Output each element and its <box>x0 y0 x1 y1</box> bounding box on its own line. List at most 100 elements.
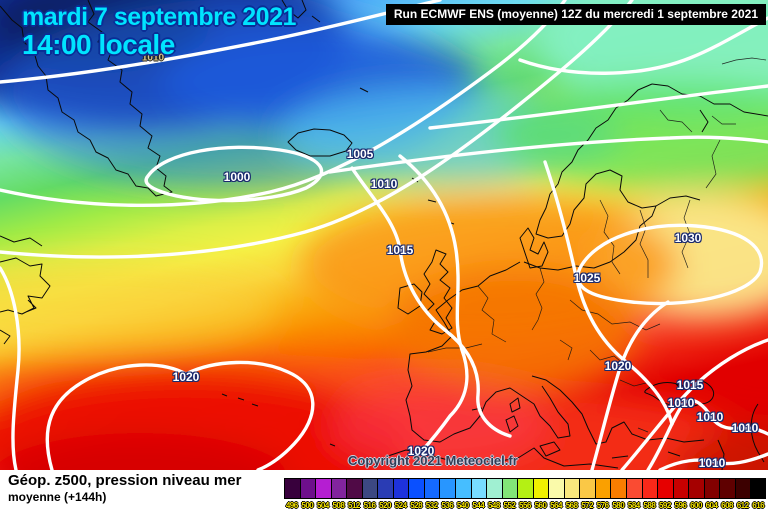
scale-step: 616 <box>750 478 766 510</box>
isobar-1000-loop <box>144 145 324 203</box>
isobar-label: 1010 <box>141 52 165 64</box>
isobar-west-edge <box>0 266 21 470</box>
scale-value: 528 <box>410 501 423 510</box>
valid-time: 14:00 locale <box>22 29 175 60</box>
scale-swatch <box>330 478 347 499</box>
scale-swatch <box>703 478 720 499</box>
model-run-info: Run ECMWF ENS (moyenne) 12Z du mercredi … <box>385 4 766 25</box>
scale-swatch <box>486 478 502 499</box>
isobar-1015-west-europe <box>350 166 512 438</box>
scale-swatch <box>423 478 440 499</box>
scale-value: 592 <box>658 501 671 510</box>
map-subtitle: moyenne (+144h) <box>8 490 107 504</box>
scale-value: 552 <box>503 501 516 510</box>
scale-step: 564 <box>548 478 564 510</box>
scale-swatch <box>594 478 611 499</box>
scale-step: 580 <box>610 478 627 510</box>
scale-step: 540 <box>455 478 471 510</box>
scale-step: 516 <box>361 478 378 510</box>
scale-step: 548 <box>486 478 502 510</box>
black-sea-coast <box>644 379 715 408</box>
scale-value: 564 <box>550 501 562 510</box>
isobar-label: 1025 <box>573 271 601 285</box>
isobar-scandinavia <box>328 135 768 174</box>
scale-value: 588 <box>643 501 656 510</box>
isobar-label: 1015 <box>386 243 414 257</box>
scale-value: 584 <box>627 501 640 510</box>
scale-step: 532 <box>423 478 440 510</box>
scale-swatch <box>532 478 549 499</box>
isobar-label: 1015 <box>676 378 704 392</box>
scale-step: 588 <box>641 478 658 510</box>
scale-value: 576 <box>596 501 609 510</box>
scale-step: 536 <box>439 478 456 510</box>
scale-value: 504 <box>316 501 329 510</box>
scale-step: 596 <box>672 478 689 510</box>
scale-step: 604 <box>703 478 720 510</box>
scale-value: 580 <box>612 501 625 510</box>
scale-swatch <box>315 478 331 499</box>
scandinavia-coast <box>535 83 701 239</box>
scale-value: 544 <box>472 501 485 510</box>
norway-arctic-coast <box>651 83 768 133</box>
scale-value: 532 <box>425 501 438 510</box>
scale-step: 508 <box>330 478 347 510</box>
scale-swatch <box>408 478 424 499</box>
scale-value: 560 <box>534 501 547 510</box>
scale-swatch <box>470 478 487 499</box>
country-borders <box>427 57 767 433</box>
scale-value: 568 <box>565 501 578 510</box>
scale-step: 576 <box>594 478 611 510</box>
isobar-arctic-1 <box>518 16 768 75</box>
scale-swatch <box>517 478 533 499</box>
scale-step: 592 <box>657 478 673 510</box>
scale-step: 572 <box>579 478 595 510</box>
isobar-lines <box>0 0 768 470</box>
scale-swatch <box>641 478 658 499</box>
scale-swatch <box>750 478 766 499</box>
scale-step: 496 <box>284 478 300 510</box>
isobar-label: 1030 <box>674 231 702 245</box>
color-scale: 496 500 504 508 512 516 520 524 528 532 536 540 544 5… <box>284 478 766 510</box>
scale-swatch <box>719 478 735 499</box>
svalbard-coast <box>281 0 369 93</box>
scale-value: 520 <box>379 501 391 510</box>
scale-value: 604 <box>705 501 718 510</box>
scale-swatch <box>626 478 642 499</box>
isobar-1005 <box>0 0 567 208</box>
scale-swatch <box>734 478 751 499</box>
legend-bar: Géop. z500, pression niveau mer moyenne … <box>0 470 768 512</box>
map-canvas: 1010 1000 1005 1010 1015 1030 1025 1020 1020 1015… <box>0 0 768 470</box>
scale-step: 556 <box>517 478 533 510</box>
isobar-1020-se <box>590 300 670 470</box>
caspian-coast <box>750 403 765 463</box>
scale-swatch <box>548 478 564 499</box>
isobar-arctic-2 <box>428 84 768 130</box>
scale-step: 512 <box>346 478 362 510</box>
scale-value: 596 <box>674 501 687 510</box>
scale-value: 616 <box>752 501 765 510</box>
isobar-1010-mid <box>0 0 634 259</box>
scale-step: 500 <box>299 478 316 510</box>
scale-swatch <box>346 478 362 499</box>
scale-value: 524 <box>394 501 407 510</box>
scale-swatch <box>299 478 316 499</box>
scale-swatch <box>688 478 704 499</box>
newfoundland-coast <box>0 235 51 345</box>
scale-swatch <box>455 478 471 499</box>
isobar-1020-azores-loop <box>45 360 315 470</box>
scale-step: 600 <box>688 478 704 510</box>
iceland-coast <box>287 128 353 157</box>
scale-value: 536 <box>441 501 454 510</box>
scale-step: 584 <box>626 478 642 510</box>
scale-value: 556 <box>519 501 531 510</box>
scale-value: 600 <box>690 501 702 510</box>
isobar-label: 1010 <box>731 421 759 435</box>
mediterranean-islands <box>471 397 629 459</box>
isobar-1010-nw <box>0 0 442 84</box>
scale-step: 612 <box>734 478 751 510</box>
scale-step: 544 <box>470 478 487 510</box>
scale-value: 512 <box>348 501 360 510</box>
scale-swatch <box>439 478 456 499</box>
